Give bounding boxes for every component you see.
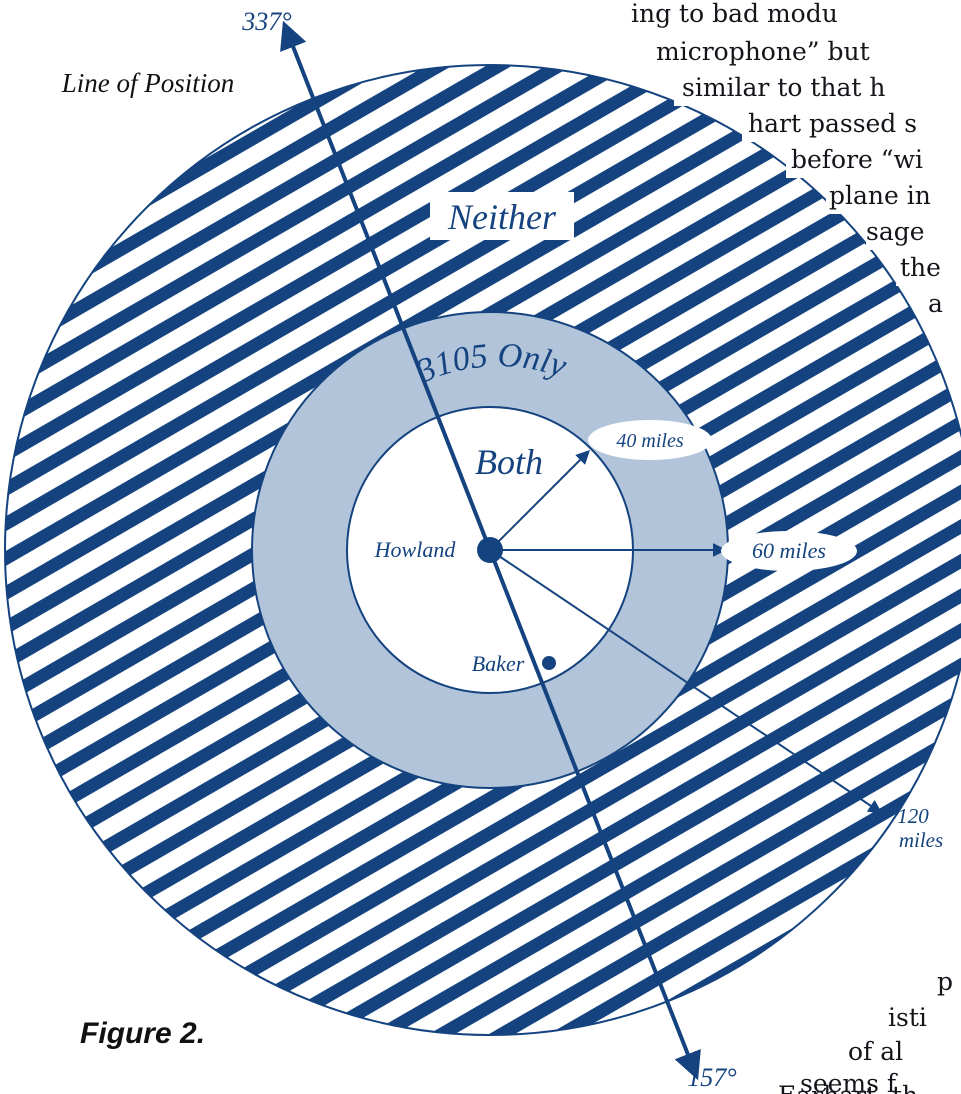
line-of-position xyxy=(280,20,492,551)
body-text-line: hart passed s xyxy=(748,109,917,138)
body-text-line: a xyxy=(928,289,943,318)
body-text-line: isti xyxy=(888,1003,927,1032)
text-mask-4 xyxy=(786,144,961,178)
body-text-line: the xyxy=(900,253,941,282)
howland-dot xyxy=(477,537,503,563)
text-mask-1 xyxy=(648,36,961,70)
body-text-line: seems f xyxy=(800,1069,898,1094)
howland-label: Howland xyxy=(374,537,457,562)
60-miles-label: 60 miles xyxy=(752,538,826,563)
text-mask-12 xyxy=(794,1068,961,1094)
body-text-block: ing to bad modu microphone” but similar … xyxy=(626,0,961,1094)
radius-120-arrow xyxy=(489,549,883,814)
text-mask-2 xyxy=(674,72,961,106)
line-of-position-label: Line of Position xyxy=(61,68,235,98)
baker-dot xyxy=(542,656,556,670)
both-label: Both xyxy=(475,442,543,482)
body-text-line: before “wi xyxy=(791,145,923,174)
40-miles-label: 40 miles xyxy=(616,430,683,452)
body-text-line: plane in xyxy=(829,181,931,210)
line-of-position-south xyxy=(488,549,701,1081)
text-mask-0 xyxy=(626,0,961,28)
text-mask-6 xyxy=(866,216,961,250)
body-text-line: sage xyxy=(866,217,925,246)
figure-caption: Figure 2. xyxy=(80,1017,205,1050)
bearing-157-label: 157° xyxy=(687,1063,736,1092)
text-mask-5 xyxy=(826,180,961,214)
120-label: 120 xyxy=(897,804,929,828)
text-mask-3 xyxy=(742,108,961,142)
text-mask-11 xyxy=(840,1036,961,1070)
40-miles-pill xyxy=(588,420,712,460)
neither-label: Neither xyxy=(447,197,557,237)
neither-label-bg xyxy=(430,192,574,240)
text-mask-7 xyxy=(896,252,961,286)
baker-label: Baker xyxy=(472,651,525,676)
text-mask-10 xyxy=(884,1002,961,1036)
120-miles-unit: miles xyxy=(899,828,943,852)
body-text-line: ing to bad modu xyxy=(631,0,838,28)
text-mask-9 xyxy=(934,966,961,1000)
text-mask-8 xyxy=(924,288,961,322)
body-text-line: of al xyxy=(848,1037,903,1066)
body-text-line: Earhart, th xyxy=(778,1081,918,1094)
body-text-line: microphone” but xyxy=(656,37,870,66)
radius-40-arrow xyxy=(489,450,590,551)
bearing-337-label: 337° xyxy=(241,7,291,36)
body-text-line: similar to that h xyxy=(682,73,886,102)
body-text-line: p xyxy=(937,967,953,996)
60-miles-pill xyxy=(721,531,857,571)
